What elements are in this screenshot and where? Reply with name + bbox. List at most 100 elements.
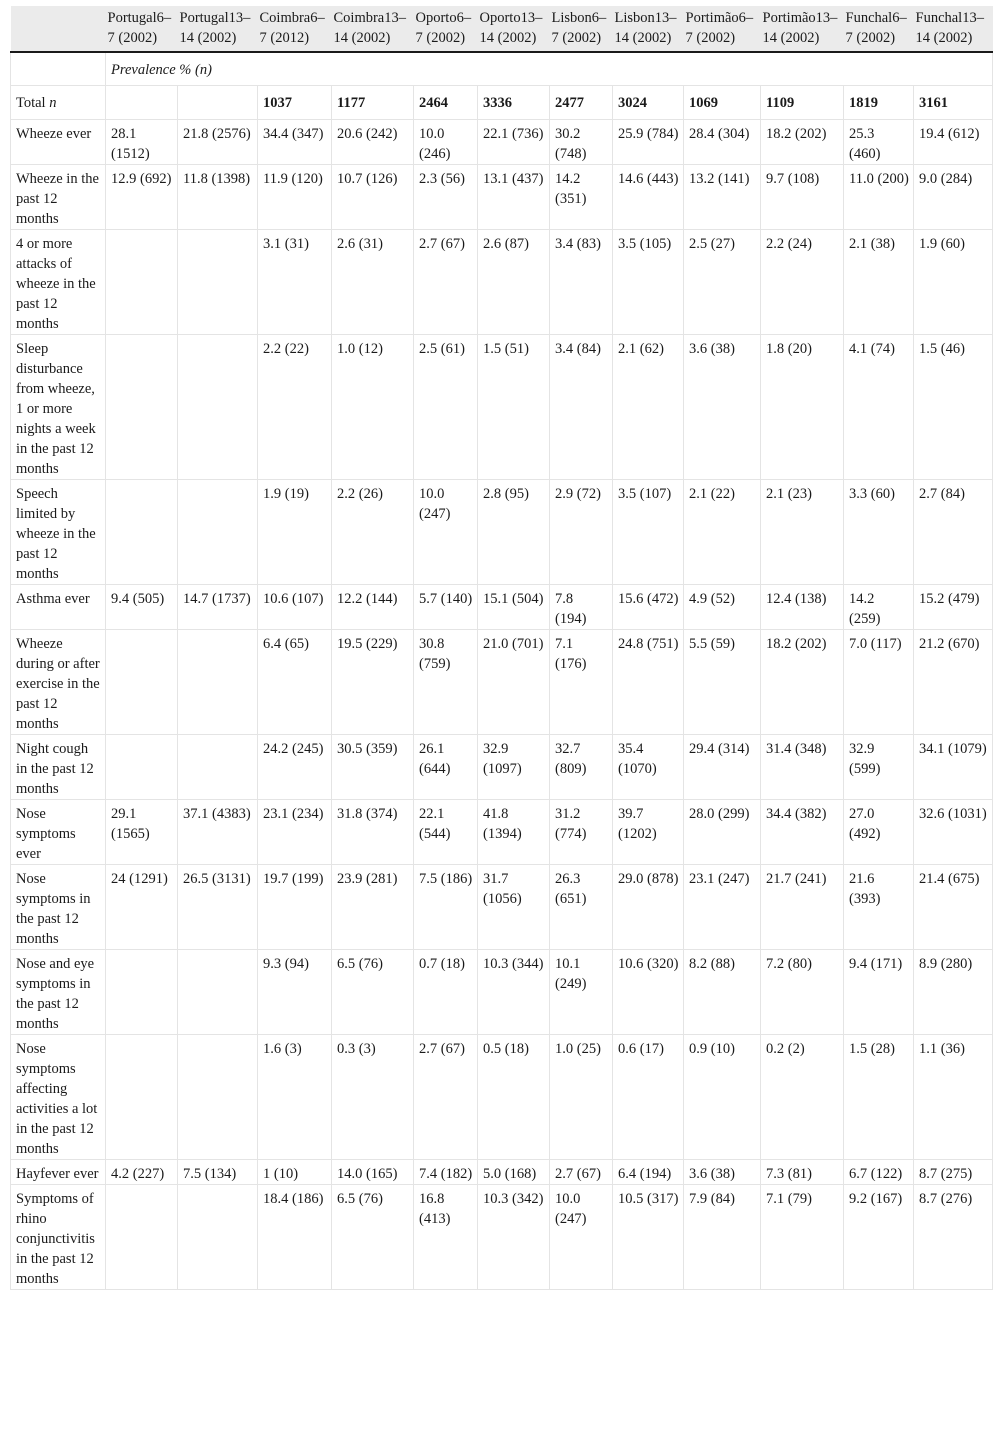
table-cell: 21.7 (241) bbox=[760, 863, 844, 950]
prevalence-table-container: Portugal6–7 (2002) Portugal13–14 (2002) Co… bbox=[10, 6, 993, 1290]
table-cell: 8.9 (280) bbox=[913, 948, 993, 1035]
table-cell bbox=[177, 228, 258, 335]
table-row: Nose and eye symptoms in the past 12 mon… bbox=[10, 948, 993, 1035]
table-cell: 6.5 (76) bbox=[331, 1183, 414, 1290]
table-cell: 2.2 (24) bbox=[760, 228, 844, 335]
table-row: Hayfever ever 4.2 (227) 7.5 (134) 1 (10) 14.… bbox=[10, 1158, 993, 1185]
table-cell: 3.3 (60) bbox=[843, 478, 914, 585]
table-cell: 19.4 (612) bbox=[913, 118, 993, 165]
table-cell: 2.6 (87) bbox=[477, 228, 550, 335]
table-cell: 31.8 (374) bbox=[331, 798, 414, 865]
table-cell: 34.4 (347) bbox=[257, 118, 332, 165]
table-cell: 3.6 (38) bbox=[683, 333, 761, 480]
table-cell: 10.6 (107) bbox=[257, 583, 332, 630]
table-cell: 27.0 (492) bbox=[843, 798, 914, 865]
table-cell: 8.7 (275) bbox=[913, 1158, 993, 1185]
table-cell: 6.4 (194) bbox=[612, 1158, 684, 1185]
table-cell: 28.4 (304) bbox=[683, 118, 761, 165]
table-cell: 24 (1291) bbox=[105, 863, 178, 950]
table-cell: 19.5 (229) bbox=[331, 628, 414, 735]
total-n-cell bbox=[105, 84, 178, 120]
table-cell: 22.1 (736) bbox=[477, 118, 550, 165]
header-cell-label bbox=[10, 6, 106, 53]
table-cell: 29.4 (314) bbox=[683, 733, 761, 800]
table-cell: 7.0 (117) bbox=[843, 628, 914, 735]
table-cell: 30.2 (748) bbox=[549, 118, 613, 165]
total-n-label: Total n bbox=[10, 84, 106, 120]
table-cell: 18.2 (202) bbox=[760, 628, 844, 735]
table-cell: 2.9 (72) bbox=[549, 478, 613, 585]
row-label: Sleep disturbance from wheeze, 1 or more… bbox=[10, 333, 106, 480]
row-label: Hayfever ever bbox=[10, 1158, 106, 1185]
table-cell: 22.1 (544) bbox=[413, 798, 478, 865]
table-row: Wheeze ever 28.1 (1512) 21.8 (2576) 34.4 (3… bbox=[10, 118, 993, 165]
table-cell: 5.7 (140) bbox=[413, 583, 478, 630]
table-cell: 26.5 (3131) bbox=[177, 863, 258, 950]
row-label: Wheeze during or after exercise in the p… bbox=[10, 628, 106, 735]
row-label: Asthma ever bbox=[10, 583, 106, 630]
row-label: Speech limited by wheeze in the past 12 … bbox=[10, 478, 106, 585]
table-cell: 9.7 (108) bbox=[760, 163, 844, 230]
total-n-row: Total n 1037 1177 2464 3336 2477 3024 1069 1109… bbox=[10, 84, 993, 120]
table-cell: 5.5 (59) bbox=[683, 628, 761, 735]
table-cell: 8.2 (88) bbox=[683, 948, 761, 1035]
table-cell: 2.7 (67) bbox=[413, 228, 478, 335]
table-cell bbox=[105, 948, 178, 1035]
table-cell: 10.0 (247) bbox=[549, 1183, 613, 1290]
table-cell: 7.8 (194) bbox=[549, 583, 613, 630]
table-cell bbox=[105, 1033, 178, 1160]
table-cell: 41.8 (1394) bbox=[477, 798, 550, 865]
header-cell-col-3: Coimbra6–7 (2012) bbox=[257, 6, 332, 53]
table-cell: 0.9 (10) bbox=[683, 1033, 761, 1160]
prevalence-caption: Prevalence % (n) bbox=[105, 51, 993, 86]
table-cell: 7.5 (134) bbox=[177, 1158, 258, 1185]
table-cell: 2.1 (22) bbox=[683, 478, 761, 585]
table-cell: 6.4 (65) bbox=[257, 628, 332, 735]
total-n-cell: 1069 bbox=[683, 84, 761, 120]
table-cell: 8.7 (276) bbox=[913, 1183, 993, 1290]
table-cell bbox=[177, 1033, 258, 1160]
row-label: Wheeze ever bbox=[10, 118, 106, 165]
total-n-cell: 1177 bbox=[331, 84, 414, 120]
table-cell: 10.0 (247) bbox=[413, 478, 478, 585]
table-cell: 37.1 (4383) bbox=[177, 798, 258, 865]
table-cell: 1.1 (36) bbox=[913, 1033, 993, 1160]
header-cell-col-1: Portugal6–7 (2002) bbox=[105, 6, 178, 53]
total-n-cell: 1819 bbox=[843, 84, 914, 120]
total-n-label-n: n bbox=[49, 94, 57, 111]
table-row: Asthma ever 9.4 (505) 14.7 (1737) 10.6 (107… bbox=[10, 583, 993, 630]
table-cell bbox=[105, 333, 178, 480]
table-cell: 9.4 (171) bbox=[843, 948, 914, 1035]
prevalence-caption-spacer bbox=[10, 51, 106, 86]
table-cell bbox=[177, 333, 258, 480]
table-cell: 7.1 (79) bbox=[760, 1183, 844, 1290]
table-cell: 19.7 (199) bbox=[257, 863, 332, 950]
table-cell: 11.9 (120) bbox=[257, 163, 332, 230]
table-cell: 7.4 (182) bbox=[413, 1158, 478, 1185]
table-cell: 32.7 (809) bbox=[549, 733, 613, 800]
table-cell: 10.5 (317) bbox=[612, 1183, 684, 1290]
table-cell: 1.0 (12) bbox=[331, 333, 414, 480]
table-cell: 0.2 (2) bbox=[760, 1033, 844, 1160]
table-cell: 10.7 (126) bbox=[331, 163, 414, 230]
table-cell: 2.1 (62) bbox=[612, 333, 684, 480]
table-cell bbox=[105, 228, 178, 335]
table-row: Wheeze in the past 12 months 12.9 (692) 11… bbox=[10, 163, 993, 230]
table-cell: 14.7 (1737) bbox=[177, 583, 258, 630]
table-cell: 1.5 (51) bbox=[477, 333, 550, 480]
table-cell: 4.9 (52) bbox=[683, 583, 761, 630]
table-cell: 0.7 (18) bbox=[413, 948, 478, 1035]
header-cell-col-10: Portimão13–14 (2002) bbox=[760, 6, 844, 53]
table-cell: 2.2 (22) bbox=[257, 333, 332, 480]
table-cell bbox=[177, 628, 258, 735]
table-cell: 6.5 (76) bbox=[331, 948, 414, 1035]
table-cell: 14.6 (443) bbox=[612, 163, 684, 230]
table-cell: 3.5 (105) bbox=[612, 228, 684, 335]
table-cell: 2.2 (26) bbox=[331, 478, 414, 585]
table-cell: 11.0 (200) bbox=[843, 163, 914, 230]
row-label: Nose symptoms affecting activities a lot… bbox=[10, 1033, 106, 1160]
table-cell: 28.1 (1512) bbox=[105, 118, 178, 165]
table-cell: 10.6 (320) bbox=[612, 948, 684, 1035]
table-cell: 21.6 (393) bbox=[843, 863, 914, 950]
table-cell: 31.2 (774) bbox=[549, 798, 613, 865]
